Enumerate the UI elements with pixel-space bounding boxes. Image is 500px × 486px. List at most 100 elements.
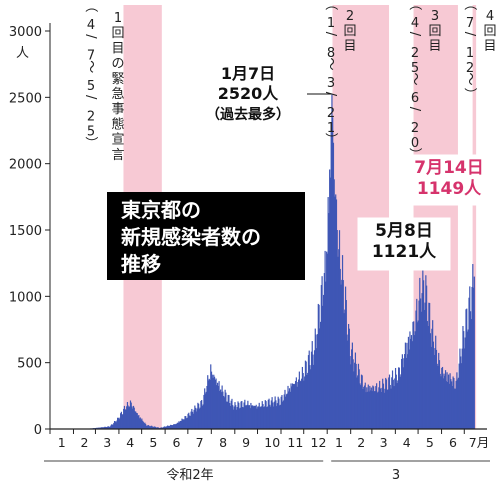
bar (323, 294, 325, 429)
bar (372, 386, 375, 429)
declaration-char: 2 (411, 46, 419, 61)
bar (318, 304, 320, 429)
bar (360, 385, 362, 429)
bar (357, 375, 359, 429)
bar (426, 321, 428, 429)
bar (444, 375, 446, 429)
bar (130, 402, 132, 429)
bar (340, 284, 342, 429)
bar (454, 388, 456, 429)
bar (447, 374, 450, 429)
declaration-char: ～ (462, 72, 477, 85)
bar (176, 422, 179, 429)
bar (278, 398, 280, 429)
x-tick-label: 5 (426, 435, 434, 450)
bar (178, 421, 180, 429)
bar (126, 402, 129, 429)
bar (397, 367, 400, 429)
bar (257, 406, 259, 429)
bar (407, 336, 410, 429)
bar (211, 374, 213, 429)
bar (107, 426, 110, 429)
bar (466, 308, 468, 429)
bar (213, 374, 215, 429)
bar (422, 260, 424, 429)
july-annotation-line: 1149人 (417, 179, 482, 199)
bar (431, 328, 433, 429)
bar (328, 213, 330, 429)
bar (310, 351, 313, 429)
bar (294, 381, 297, 429)
bar (260, 406, 262, 429)
bar (234, 402, 236, 429)
bar (128, 407, 130, 429)
bar (177, 422, 179, 429)
bar (370, 387, 372, 429)
bar (145, 423, 147, 429)
bar (470, 319, 472, 429)
bar (348, 328, 350, 429)
declaration-char: 目 (343, 39, 356, 54)
bar (167, 425, 169, 429)
bar (417, 320, 419, 429)
bar (239, 407, 241, 429)
bar (436, 363, 438, 429)
bar (419, 298, 422, 429)
bar (217, 385, 219, 429)
bar (376, 383, 378, 429)
bar (443, 373, 445, 429)
bar (415, 310, 417, 429)
bar (438, 360, 441, 429)
declaration-char: （ (462, 0, 477, 11)
declaration-char: / (407, 107, 422, 112)
bar (276, 403, 279, 429)
bar (137, 415, 139, 429)
bar (394, 378, 396, 429)
declaration-char: 2 (327, 106, 335, 121)
bar (453, 378, 455, 429)
bar (250, 402, 252, 429)
bar (179, 422, 181, 429)
bar (270, 400, 272, 429)
bar (427, 325, 429, 429)
bar (255, 404, 257, 429)
bar (282, 400, 285, 429)
bar (426, 285, 428, 429)
bar (460, 363, 463, 429)
bar (244, 399, 246, 429)
declaration-char: ～ (407, 72, 422, 85)
bar (224, 389, 226, 429)
may-annotation-line: 5月8日 (375, 221, 433, 241)
bar (149, 426, 151, 429)
declaration-char: 3 (431, 9, 439, 24)
bar (471, 286, 473, 429)
bar (150, 425, 152, 429)
bar (327, 197, 329, 429)
x-tick-label: 4 (403, 435, 411, 450)
x-tick-label: 2 (357, 435, 365, 450)
bar (455, 380, 457, 429)
y-tick-label: 1500 (9, 224, 42, 239)
bar (194, 405, 196, 429)
bar (299, 380, 301, 429)
bar (437, 365, 439, 429)
bar (429, 302, 431, 429)
declaration-char: 言 (111, 148, 124, 163)
bar (258, 402, 260, 429)
bar (237, 401, 239, 429)
bar (422, 280, 425, 429)
declaration-char: 1 (114, 11, 122, 26)
bar (403, 358, 405, 429)
title-line: 新規感染者数の (121, 225, 261, 249)
bar (312, 354, 314, 429)
bar (319, 321, 322, 429)
bar (315, 334, 317, 429)
y-tick-label: 1000 (9, 290, 42, 305)
x-tick-label: 1 (335, 435, 343, 450)
bar (227, 394, 229, 429)
bar (296, 386, 298, 429)
y-tick-label: 0 (34, 423, 42, 438)
bar (141, 418, 143, 429)
bar (156, 427, 158, 429)
